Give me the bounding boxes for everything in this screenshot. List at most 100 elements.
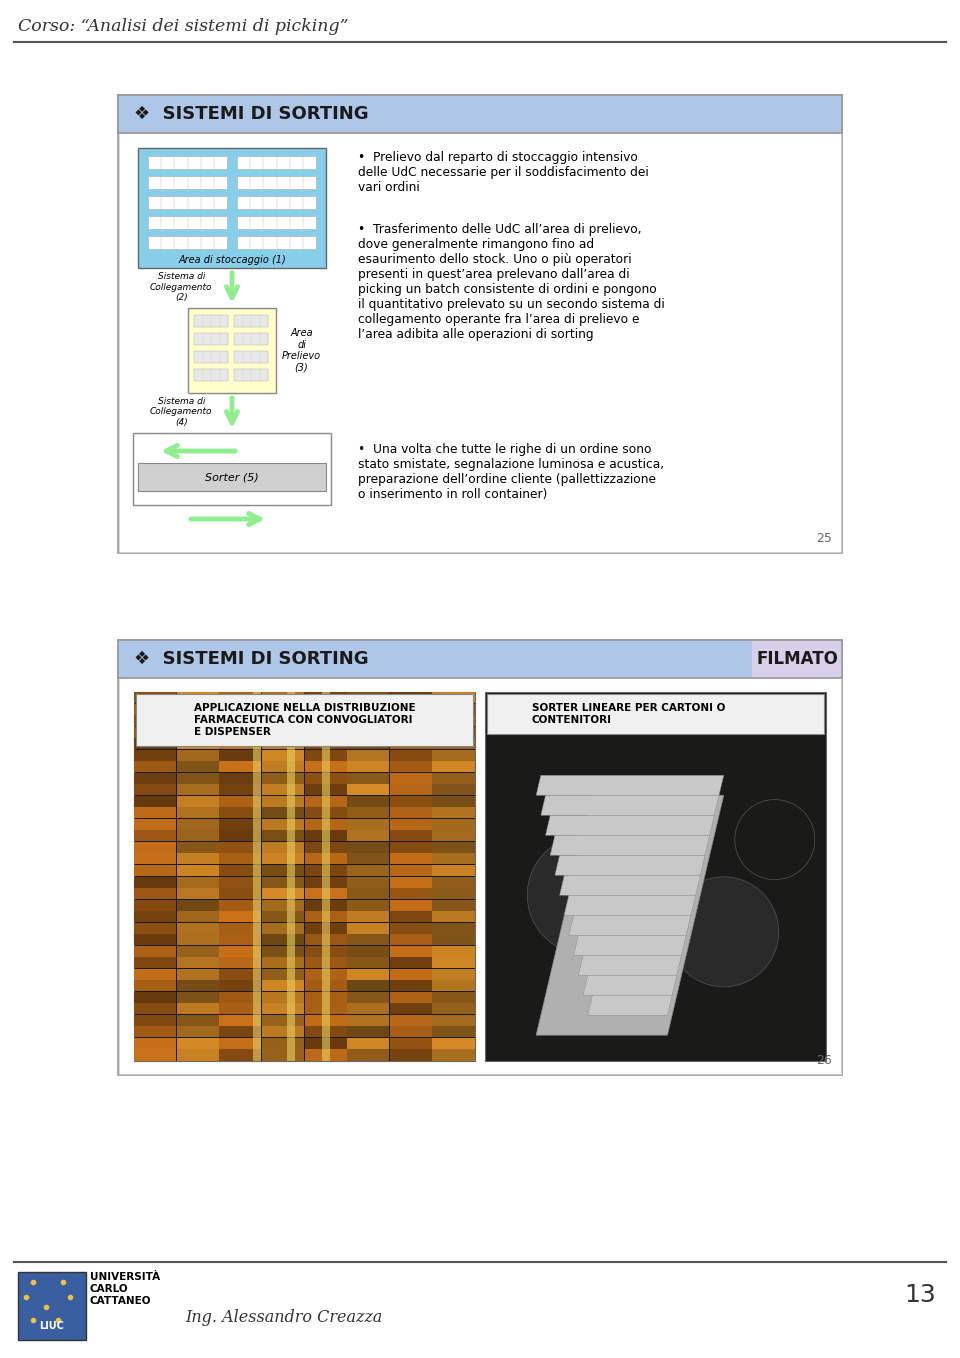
Bar [177, 727, 219, 737]
Bar [134, 796, 176, 807]
Bar [390, 980, 432, 991]
Bar [262, 957, 304, 968]
Bar [432, 957, 474, 968]
Bar [219, 888, 261, 899]
Bar [390, 750, 432, 760]
Bar [177, 739, 219, 750]
Bar [234, 315, 268, 327]
Bar [390, 865, 432, 876]
Bar [177, 819, 219, 830]
Bar [348, 1014, 389, 1025]
Text: Area
di
Prelievo
(3): Area di Prelievo (3) [282, 329, 322, 373]
Bar [390, 739, 432, 750]
Bar [390, 911, 432, 922]
Bar [432, 1050, 474, 1061]
Bar [219, 1004, 261, 1014]
Bar [134, 980, 176, 991]
Bar [134, 727, 176, 737]
Bar [304, 703, 347, 714]
Bar [262, 922, 304, 934]
Bar [348, 1038, 389, 1048]
Bar [348, 980, 389, 991]
Bar [134, 807, 176, 819]
Bar [262, 853, 304, 865]
Circle shape [734, 800, 815, 880]
Bar [390, 727, 432, 737]
Bar [136, 694, 473, 746]
Bar [177, 980, 219, 991]
Bar [177, 796, 219, 807]
Bar [219, 739, 261, 750]
Bar [194, 333, 228, 345]
Bar [134, 945, 176, 957]
Bar [390, 922, 432, 934]
Bar [219, 853, 261, 865]
Text: Sistema di
Collegamento
(4): Sistema di Collegamento (4) [150, 397, 212, 426]
Bar [262, 1004, 304, 1014]
Bar [177, 888, 219, 899]
Bar [219, 842, 261, 853]
Bar [134, 1014, 176, 1025]
Bar [219, 796, 261, 807]
Bar [134, 1050, 176, 1061]
Bar [219, 922, 261, 934]
Bar [304, 819, 347, 830]
Bar [390, 762, 432, 773]
Text: ❖  SISTEMI DI SORTING: ❖ SISTEMI DI SORTING [134, 650, 369, 668]
Bar [134, 1004, 176, 1014]
Bar [148, 196, 227, 209]
Bar [134, 739, 176, 750]
Bar [194, 369, 228, 382]
Bar [237, 236, 316, 249]
Text: SORTER LINEARE PER CARTONI O
CONTENITORI: SORTER LINEARE PER CARTONI O CONTENITORI [532, 703, 725, 725]
Polygon shape [540, 796, 719, 815]
Bar [234, 369, 268, 382]
Bar [262, 1038, 304, 1048]
Bar [177, 762, 219, 773]
Text: •  Una volta che tutte le righe di un ordine sono
stato smistate, segnalazione l: • Una volta che tutte le righe di un ord… [358, 443, 664, 501]
Bar [177, 1050, 219, 1061]
Bar [304, 899, 347, 911]
Bar [262, 796, 304, 807]
Bar [237, 156, 316, 168]
Bar [348, 693, 389, 703]
Bar [219, 1027, 261, 1038]
Bar [134, 693, 475, 1061]
Bar [262, 716, 304, 727]
Bar [432, 1038, 474, 1048]
Bar [390, 785, 432, 796]
Bar [177, 957, 219, 968]
Bar [390, 1027, 432, 1038]
Bar [390, 945, 432, 957]
Bar [304, 762, 347, 773]
Bar [348, 888, 389, 899]
Bar [177, 750, 219, 760]
Text: 26: 26 [816, 1054, 832, 1067]
Bar [390, 796, 432, 807]
Bar [390, 842, 432, 853]
Polygon shape [583, 975, 677, 995]
Bar [177, 876, 219, 888]
Bar [177, 1004, 219, 1014]
Bar [177, 934, 219, 945]
Bar [134, 888, 176, 899]
Bar [134, 750, 176, 760]
Bar [304, 1038, 347, 1048]
Text: LIUC: LIUC [39, 1321, 64, 1331]
Bar [219, 1050, 261, 1061]
Bar [304, 1004, 347, 1014]
Bar [262, 980, 304, 991]
Polygon shape [536, 775, 724, 796]
Bar [432, 716, 474, 727]
Bar [304, 957, 347, 968]
Bar [134, 762, 176, 773]
Bar [177, 703, 219, 714]
Bar [133, 433, 331, 505]
Bar [134, 899, 176, 911]
Bar [134, 853, 176, 865]
Bar [262, 1027, 304, 1038]
Bar [262, 693, 304, 703]
Bar [485, 693, 826, 1061]
Bar [752, 640, 842, 678]
Bar [188, 308, 276, 392]
